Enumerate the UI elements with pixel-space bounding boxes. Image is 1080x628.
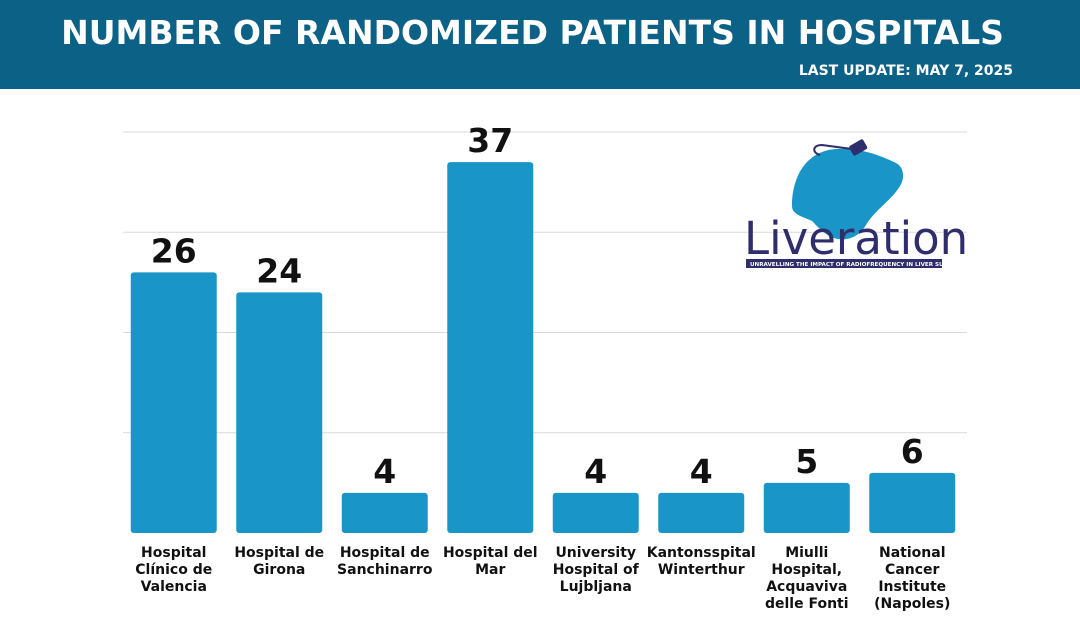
value-label-2: 4 xyxy=(373,452,396,491)
bar-1 xyxy=(236,292,323,533)
category-label-line: Hospital de xyxy=(234,545,324,561)
category-label-2: Hospital de Sanchinarro xyxy=(337,545,433,578)
category-label-line: Miulli xyxy=(785,545,828,561)
liver-icon xyxy=(792,148,904,240)
category-label-line: Clínico de xyxy=(135,562,212,578)
bar-6 xyxy=(763,482,850,533)
category-label-1: Hospital de Girona xyxy=(234,545,324,578)
category-label-line: Winterthur xyxy=(658,562,745,578)
category-label-line: Hospital of xyxy=(553,562,640,578)
category-label-4: University Hospital of Lujbljana xyxy=(553,545,640,595)
bars xyxy=(130,162,956,533)
bar-0 xyxy=(130,272,217,533)
category-label-line: (Napoles) xyxy=(874,596,950,612)
value-label-0: 26 xyxy=(151,231,197,270)
logo-tagline-band xyxy=(746,259,942,268)
category-label-line: National xyxy=(879,545,946,561)
value-labels: 26 24 4 37 4 4 5 6 xyxy=(151,121,924,491)
category-label-line: delle Fonti xyxy=(765,596,849,612)
last-update-label: LAST UPDATE: MAY 7, 2025 xyxy=(798,63,1013,79)
category-label-line: Acquaviva xyxy=(766,579,847,595)
category-label-0: Hospital Clínico de Valencia xyxy=(135,545,212,595)
value-label-5: 4 xyxy=(690,452,713,491)
category-label-line: Hospital del xyxy=(443,545,538,561)
chart-title: NUMBER OF RANDOMIZED PATIENTS IN HOSPITA… xyxy=(61,13,1004,52)
logo-tagline: UNRAVELLING THE IMPACT OF RADIOFREQUENCY… xyxy=(750,262,965,268)
category-label-line: Cancer xyxy=(885,562,939,578)
logo-name: Liveration xyxy=(744,212,968,265)
category-label-6: Miulli Hospital, Acquaviva delle Fonti xyxy=(765,545,849,612)
category-label-line: Kantonsspital xyxy=(647,545,756,561)
value-label-4: 4 xyxy=(584,452,607,491)
category-label-line: Hospital de xyxy=(340,545,430,561)
value-label-1: 24 xyxy=(256,251,302,290)
category-label-line: Institute xyxy=(878,579,946,595)
category-label-line: Sanchinarro xyxy=(337,562,433,578)
bar-5 xyxy=(658,492,745,533)
category-label-line: Lujbljana xyxy=(560,579,632,595)
value-label-6: 5 xyxy=(795,442,818,481)
bar-2 xyxy=(341,492,428,533)
category-label-line: Mar xyxy=(475,562,505,578)
category-label-3: Hospital del Mar xyxy=(443,545,538,578)
category-label-line: University xyxy=(555,545,636,561)
value-label-7: 6 xyxy=(901,432,924,471)
liveration-logo: Liveration UNRAVELLING THE IMPACT OF RAD… xyxy=(744,139,968,268)
bar-4 xyxy=(552,492,639,533)
header-banner: NUMBER OF RANDOMIZED PATIENTS IN HOSPITA… xyxy=(0,0,1080,89)
category-label-line: Girona xyxy=(253,562,305,578)
category-label-line: Hospital xyxy=(141,545,206,561)
bar-7 xyxy=(869,472,956,533)
category-label-line: Valencia xyxy=(141,579,207,595)
category-label-7: National Cancer Institute (Napoles) xyxy=(874,545,950,612)
category-label-line: Hospital, xyxy=(771,562,842,578)
value-label-3: 37 xyxy=(467,121,513,160)
probe-icon xyxy=(813,143,853,156)
probe-handle-icon xyxy=(849,139,868,156)
bar-3 xyxy=(447,162,534,533)
category-label-5: Kantonsspital Winterthur xyxy=(647,545,756,578)
